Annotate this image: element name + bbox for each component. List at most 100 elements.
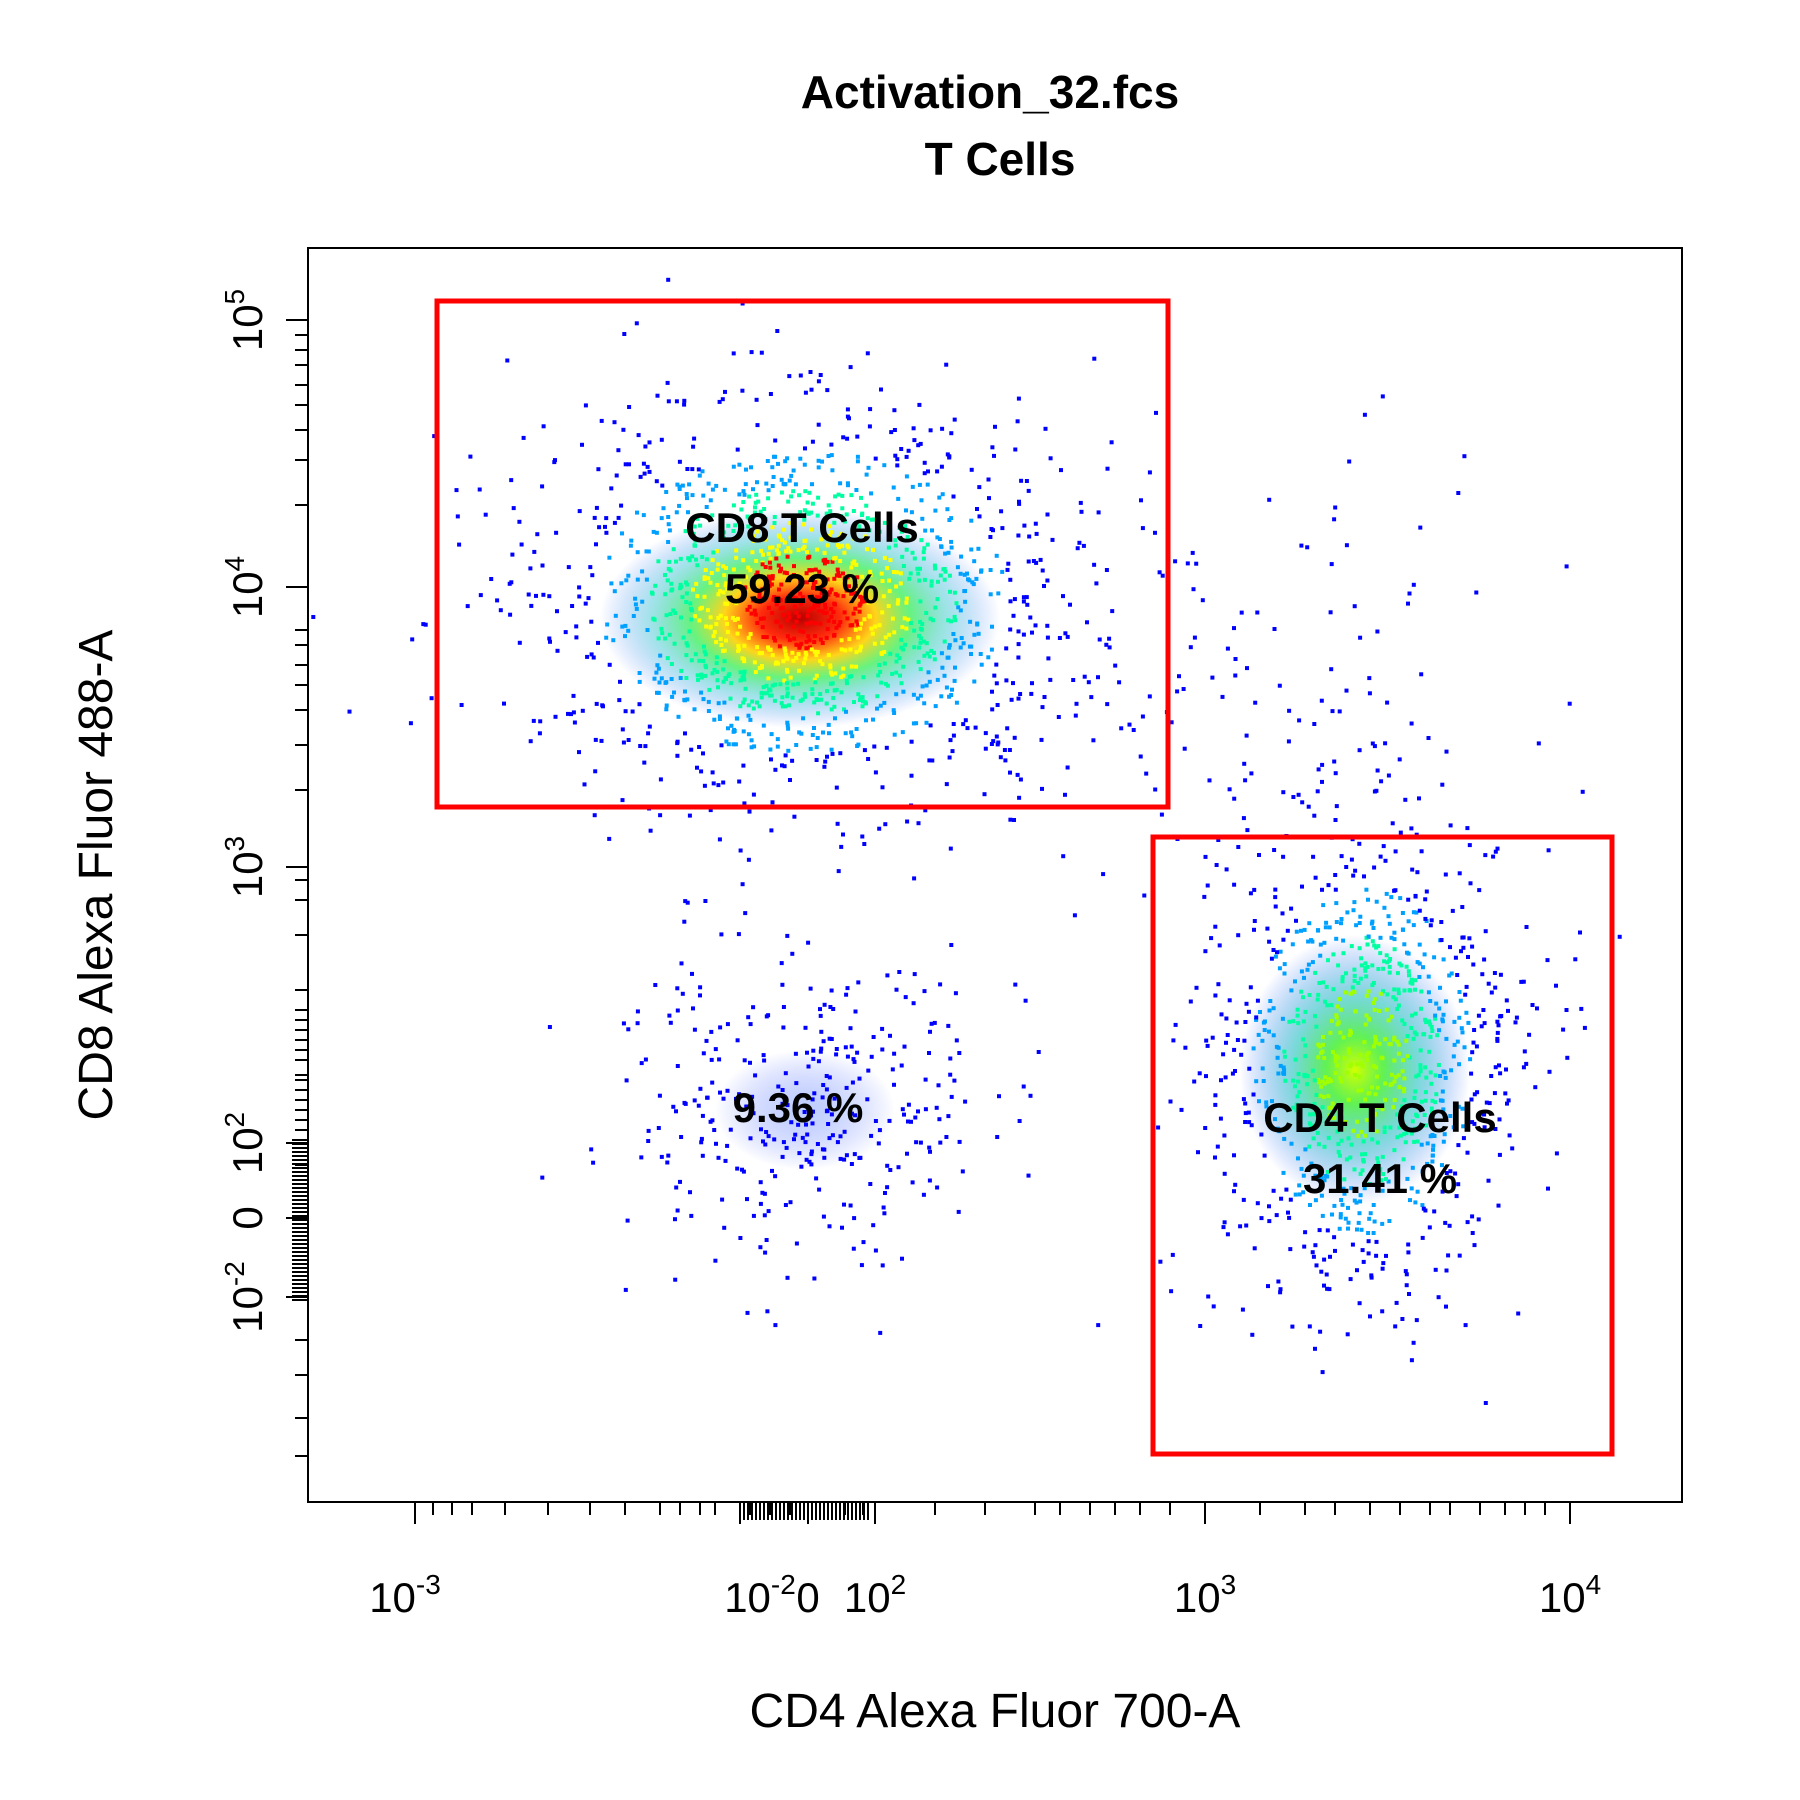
- event-point: [1299, 543, 1304, 548]
- event-point: [895, 457, 900, 462]
- event-point: [914, 721, 919, 726]
- event-point: [928, 1149, 932, 1154]
- event-point: [647, 469, 652, 474]
- event-point: [1522, 1049, 1527, 1054]
- event-point: [1139, 498, 1143, 503]
- event-point: [1460, 1106, 1465, 1111]
- event-point: [1233, 657, 1238, 661]
- event-point: [1065, 634, 1070, 639]
- event-point: [825, 388, 830, 393]
- event-point: [706, 709, 711, 713]
- event-point: [812, 605, 817, 610]
- event-point: [1046, 656, 1051, 661]
- event-point: [770, 683, 775, 688]
- event-point: [775, 329, 780, 333]
- event-point: [1013, 982, 1018, 987]
- event-point: [1031, 559, 1036, 563]
- event-point: [1396, 1073, 1401, 1078]
- event-point: [820, 662, 825, 667]
- event-point: [804, 639, 809, 644]
- event-point: [1329, 562, 1334, 567]
- event-point: [1480, 972, 1485, 977]
- event-point: [1252, 1246, 1257, 1251]
- event-point: [676, 714, 681, 719]
- event-point: [709, 571, 714, 575]
- event-point: [829, 614, 834, 619]
- event-point: [949, 619, 953, 624]
- event-point: [1302, 927, 1307, 932]
- event-point: [1328, 610, 1333, 615]
- event-point: [951, 722, 956, 726]
- event-point: [826, 618, 831, 623]
- event-point: [1469, 1071, 1474, 1076]
- event-point: [803, 489, 808, 494]
- event-point: [1472, 1092, 1477, 1097]
- event-point: [1232, 1047, 1237, 1052]
- event-point: [1300, 800, 1305, 805]
- event-point: [1411, 910, 1416, 915]
- event-point: [623, 623, 628, 628]
- event-point: [824, 1074, 829, 1078]
- event-point: [1251, 1092, 1256, 1097]
- event-point: [926, 469, 930, 474]
- event-point: [1446, 1253, 1451, 1258]
- event-point: [975, 621, 980, 626]
- event-point: [700, 1153, 705, 1158]
- event-point: [752, 538, 756, 543]
- event-point: [1320, 779, 1324, 784]
- event-point: [1499, 1014, 1504, 1018]
- event-point: [1179, 1107, 1184, 1112]
- event-point: [906, 1119, 910, 1124]
- event-point: [1196, 1150, 1200, 1155]
- event-point: [772, 595, 777, 599]
- event-point: [680, 595, 685, 600]
- event-point: [636, 433, 641, 438]
- event-point: [760, 1190, 765, 1195]
- event-point: [945, 507, 950, 512]
- event-point: [1362, 1186, 1367, 1191]
- event-point: [811, 1048, 816, 1053]
- event-point: [736, 649, 741, 653]
- event-point: [994, 681, 999, 686]
- event-point: [1418, 1048, 1423, 1053]
- event-point: [1436, 1063, 1441, 1067]
- event-point: [1318, 1093, 1323, 1098]
- event-point: [1232, 1189, 1236, 1194]
- event-point: [953, 638, 958, 643]
- event-point: [730, 585, 735, 590]
- event-point: [666, 277, 671, 282]
- event-point: [929, 648, 934, 653]
- event-point: [1401, 1157, 1406, 1162]
- event-point: [709, 1029, 714, 1034]
- event-point: [1336, 963, 1341, 968]
- gate-cd8-t-cells[interactable]: [434, 298, 1171, 810]
- event-point: [1302, 1244, 1307, 1249]
- event-point: [1190, 550, 1195, 555]
- event-point: [1432, 955, 1437, 960]
- event-point: [1293, 1192, 1298, 1197]
- event-point: [1322, 940, 1327, 945]
- gate-cd8-t-cells-percent: 59.23 %: [725, 565, 879, 612]
- event-point: [785, 686, 790, 691]
- event-point: [1392, 1058, 1397, 1063]
- event-point: [804, 1157, 809, 1162]
- event-point: [1273, 895, 1278, 900]
- event-point: [747, 494, 752, 499]
- event-point: [920, 516, 925, 521]
- event-point: [959, 554, 964, 559]
- event-point: [704, 624, 709, 629]
- event-point: [834, 625, 839, 630]
- event-point: [631, 614, 636, 618]
- event-point: [763, 1142, 768, 1147]
- event-point: [1213, 1093, 1218, 1098]
- gate-cd4-t-cells[interactable]: [1150, 834, 1615, 1457]
- event-point: [1452, 1019, 1457, 1024]
- event-point: [642, 471, 647, 476]
- event-point: [535, 532, 540, 537]
- event-point: [703, 673, 708, 678]
- event-point: [731, 464, 736, 469]
- event-point: [1366, 1239, 1371, 1244]
- event-point: [953, 618, 958, 623]
- event-point: [788, 1200, 793, 1205]
- event-point: [1471, 962, 1476, 967]
